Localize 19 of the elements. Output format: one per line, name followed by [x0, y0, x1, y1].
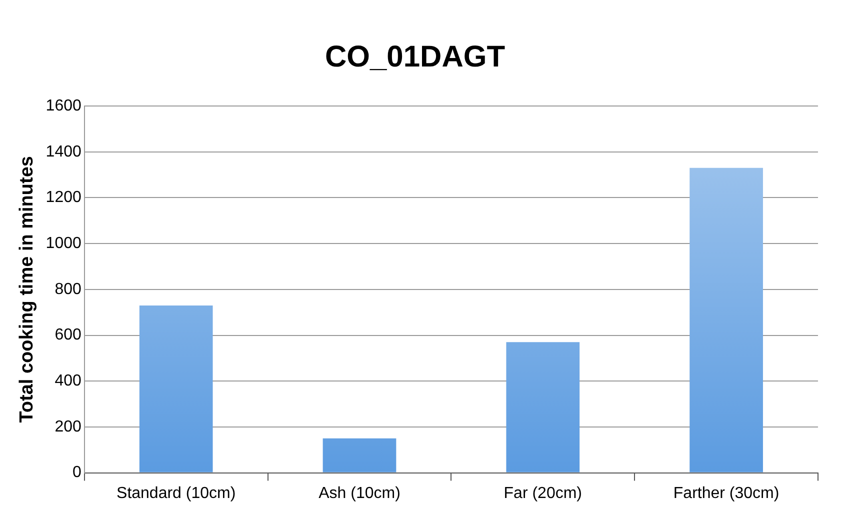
y-tick-label: 400 — [54, 372, 82, 390]
y-tick-label: 800 — [54, 280, 82, 298]
y-tick-label: 600 — [54, 326, 82, 344]
y-tick-label: 1200 — [46, 189, 82, 206]
y-tick-label: 200 — [54, 418, 82, 436]
bar — [506, 342, 580, 472]
x-tick-label: Farther (30cm) — [673, 484, 780, 502]
bar — [139, 305, 213, 472]
x-tick-label: Standard (10cm) — [116, 484, 236, 502]
x-tick-label: Far (20cm) — [504, 484, 582, 502]
y-tick-label: 1000 — [46, 234, 82, 252]
y-tick-label: 1400 — [46, 143, 82, 160]
x-tick-label: Ash (10cm) — [318, 484, 400, 502]
bar — [690, 168, 763, 472]
y-tick-label: 1600 — [46, 97, 82, 114]
chart-title: CO_01DAGT — [324, 40, 506, 74]
y-axis-title: Total cooking time in minutes — [16, 156, 38, 423]
y-tick-label: 0 — [72, 464, 82, 482]
bar — [322, 438, 396, 472]
